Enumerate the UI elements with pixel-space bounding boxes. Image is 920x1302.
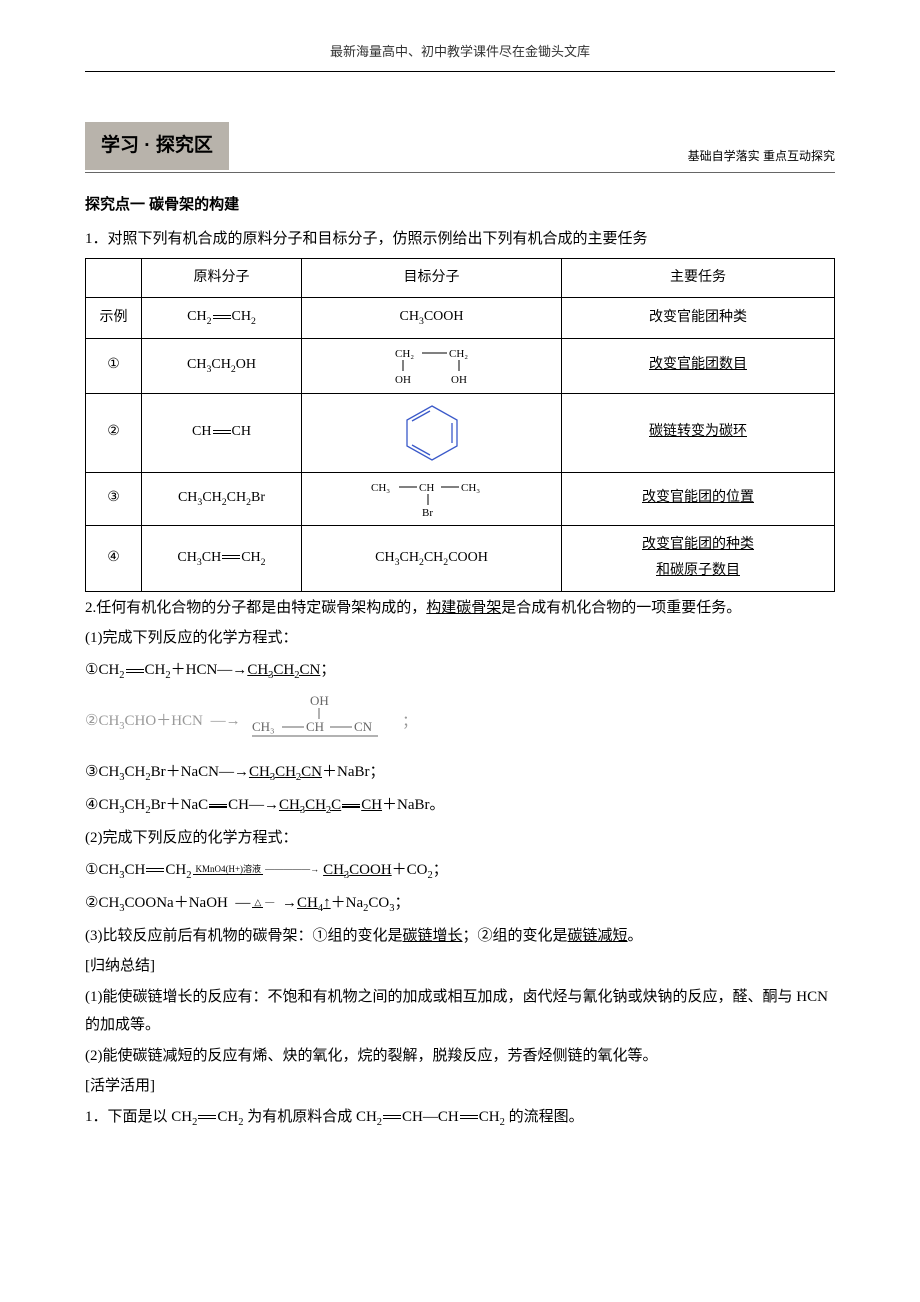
sub2-title: (2)完成下列反应的化学方程式： <box>85 824 835 853</box>
row-index: ① <box>86 338 142 393</box>
page-header: 最新海量高中、初中教学课件尽在金锄头文库 <box>85 40 835 72</box>
hydroxy-cn-structure-icon: OH CH₃ CH CN <box>248 694 398 740</box>
task-text: 碳链转变为碳环 <box>562 393 835 472</box>
summary-title: [归纳总结] <box>85 952 835 981</box>
target-formula: CH3COOH <box>302 298 562 338</box>
svg-text:CH: CH <box>419 482 434 494</box>
iso-br-structure-icon: CH₃ CH CH₃ Br <box>357 479 507 519</box>
equation-2-2: ②CH3COONa＋NaOH ―△― →CH4↑＋Na2CO3； <box>85 889 835 919</box>
summary-1: (1)能使碳链增长的反应有：不饱和有机物之间的加成或相互加成，卤代烃与氰化钠或炔… <box>85 983 835 1040</box>
equation-1-2: ②CH3CHO＋HCN ―→ OH CH₃ CH CN ； <box>85 694 835 751</box>
sub1-title: (1)完成下列反应的化学方程式： <box>85 624 835 653</box>
synthesis-table: 原料分子 目标分子 主要任务 示例 CH2CH2 CH3COOH 改变官能团种类… <box>85 258 835 592</box>
task-text: 改变官能团种类 <box>562 298 835 338</box>
section-banner: 学习 · 探究区 <box>85 122 229 170</box>
apply-1: 1．下面是以 CH2CH2 为有机原料合成 CH2CH—CHCH2 的流程图。 <box>85 1103 835 1133</box>
section-subtitle: 基础自学落实 重点互动探究 <box>688 145 835 172</box>
svg-text:OH: OH <box>310 694 329 708</box>
target-structure <box>302 393 562 472</box>
section-header-row: 学习 · 探究区 基础自学落实 重点互动探究 <box>85 122 835 173</box>
raw-formula: CH2CH2 <box>142 298 302 338</box>
svg-text:CH₃: CH₃ <box>252 719 275 734</box>
svg-text:CH₂: CH₂ <box>449 348 468 360</box>
question-2-intro: 2.任何有机化合物的分子都是由特定碳骨架构成的，构建碳骨架是合成有机化合物的一项… <box>85 594 835 623</box>
th-task: 主要任务 <box>562 258 835 298</box>
table-row: ① CH3CH2OH CH₂ CH₂ OH OH 改变官能团数目 <box>86 338 835 393</box>
raw-formula: CH3CH2CH2Br <box>142 472 302 525</box>
svg-text:Br: Br <box>422 507 433 519</box>
equation-1-1: ①CH2CH2＋HCN―→CH3CH2CN； <box>85 656 835 686</box>
table-row: ④ CH3CHCH2 CH3CH2CH2COOH 改变官能团的种类和碳原子数目 <box>86 525 835 591</box>
table-row: 示例 CH2CH2 CH3COOH 改变官能团种类 <box>86 298 835 338</box>
th-target: 目标分子 <box>302 258 562 298</box>
svg-text:OH: OH <box>451 374 467 386</box>
svg-text:CH₂: CH₂ <box>395 348 414 360</box>
target-structure: CH₃ CH CH₃ Br <box>302 472 562 525</box>
topic-title: 探究点一 碳骨架的构建 <box>85 191 835 220</box>
raw-formula: CH3CH2OH <box>142 338 302 393</box>
svg-text:CH: CH <box>306 719 324 734</box>
row-index: 示例 <box>86 298 142 338</box>
svg-text:CN: CN <box>354 719 373 734</box>
table-row: ③ CH3CH2CH2Br CH₃ CH CH₃ Br 改变官能团的位置 <box>86 472 835 525</box>
th-raw: 原料分子 <box>142 258 302 298</box>
equation-1-3: ③CH3CH2Br＋NaCN―→CH3CH2CN＋NaBr； <box>85 758 835 788</box>
benzene-structure-icon <box>397 402 467 464</box>
target-structure: CH₂ CH₂ OH OH <box>302 338 562 393</box>
row-index: ④ <box>86 525 142 591</box>
equation-2-1: ①CH3CHCH2KMnO4(H+)溶液―――――→CH3COOH＋CO2； <box>85 856 835 886</box>
svg-text:CH₃: CH₃ <box>461 482 480 494</box>
target-formula: CH3CH2CH2COOH <box>302 525 562 591</box>
svg-text:CH₃: CH₃ <box>371 482 390 494</box>
sub3-text: (3)比较反应前后有机物的碳骨架：①组的变化是碳链增长；②组的变化是碳链减短。 <box>85 922 835 951</box>
question-1-intro: 1．对照下列有机合成的原料分子和目标分子，仿照示例给出下列有机合成的主要任务 <box>85 225 835 254</box>
summary-2: (2)能使碳链减短的反应有烯、炔的氧化，烷的裂解，脱羧反应，芳香烃侧链的氧化等。 <box>85 1042 835 1071</box>
task-text: 改变官能团的位置 <box>562 472 835 525</box>
table-row: ② CHCH 碳链转变为碳环 <box>86 393 835 472</box>
equation-1-4: ④CH3CH2Br＋NaCCH―→CH3CH2CCH＋NaBr。 <box>85 791 835 821</box>
task-text: 改变官能团的种类和碳原子数目 <box>562 525 835 591</box>
row-index: ② <box>86 393 142 472</box>
task-text: 改变官能团数目 <box>562 338 835 393</box>
apply-title: [活学活用] <box>85 1072 835 1101</box>
svg-text:OH: OH <box>395 374 411 386</box>
raw-formula: CHCH <box>142 393 302 472</box>
diol-structure-icon: CH₂ CH₂ OH OH <box>377 345 487 387</box>
row-index: ③ <box>86 472 142 525</box>
raw-formula: CH3CHCH2 <box>142 525 302 591</box>
table-header-row: 原料分子 目标分子 主要任务 <box>86 258 835 298</box>
th-blank <box>86 258 142 298</box>
